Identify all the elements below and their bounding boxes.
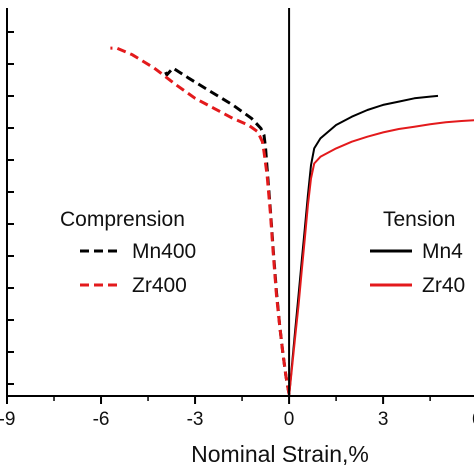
x-tick-label: 0 <box>284 409 295 430</box>
legend-label: Mn400 <box>132 240 196 263</box>
x-tick-label: -3 <box>187 409 204 430</box>
legend-label: Mn4 <box>422 240 463 263</box>
x-axis-label: Nominal Strain,% <box>191 441 369 467</box>
legend-label: Zr40 <box>422 274 465 297</box>
legend-label: Zr400 <box>132 274 187 297</box>
series-zr400-line <box>110 46 291 395</box>
series-mn4-line <box>288 94 439 397</box>
axes: -9 -6 -3 0 3 6 <box>0 8 474 430</box>
x-tick-label: -6 <box>93 409 110 430</box>
series-mn400-line <box>162 66 291 395</box>
legend-group-title: Tension <box>383 208 455 231</box>
legend: Comprension Mn400 Zr400 Tension Mn4 Zr40 <box>60 208 465 297</box>
x-tick-label: 6 <box>472 409 474 430</box>
plot-area <box>110 46 474 397</box>
legend-group-title: Comprension <box>60 208 185 231</box>
x-tick-label: -9 <box>0 409 15 430</box>
series-zr40-line <box>288 119 474 397</box>
x-tick-label: 3 <box>378 409 389 430</box>
